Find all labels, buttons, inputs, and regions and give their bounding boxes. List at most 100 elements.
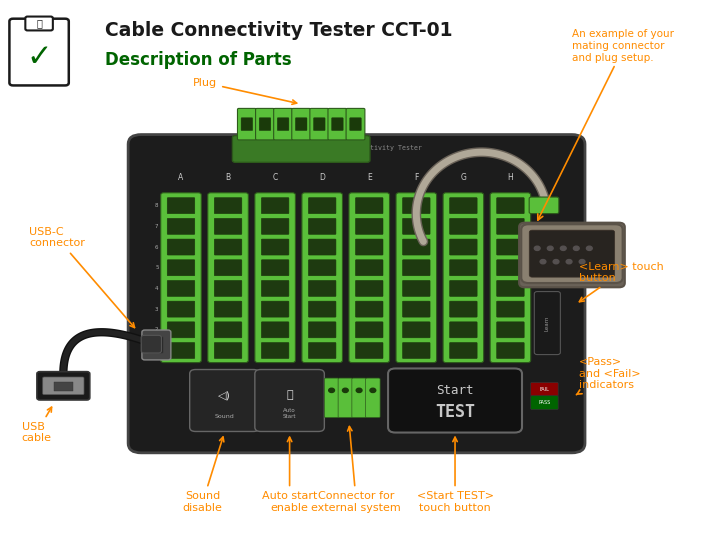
FancyBboxPatch shape	[534, 292, 560, 355]
Text: FAIL: FAIL	[539, 387, 550, 392]
FancyBboxPatch shape	[261, 218, 289, 234]
Text: <Start TEST>
touch button: <Start TEST> touch button	[416, 437, 494, 513]
FancyBboxPatch shape	[167, 301, 195, 317]
FancyBboxPatch shape	[328, 108, 347, 140]
FancyBboxPatch shape	[490, 193, 531, 363]
FancyBboxPatch shape	[352, 378, 366, 418]
Circle shape	[370, 388, 376, 392]
FancyBboxPatch shape	[346, 108, 365, 140]
Text: ✓: ✓	[26, 43, 52, 72]
Circle shape	[356, 388, 362, 392]
FancyBboxPatch shape	[261, 280, 289, 296]
FancyBboxPatch shape	[161, 193, 201, 363]
FancyBboxPatch shape	[261, 198, 289, 214]
Text: 1: 1	[155, 348, 159, 353]
FancyBboxPatch shape	[450, 239, 477, 255]
FancyBboxPatch shape	[497, 301, 524, 317]
FancyBboxPatch shape	[403, 280, 430, 296]
Text: Description of Parts: Description of Parts	[105, 51, 292, 69]
Text: 8: 8	[155, 203, 159, 208]
Text: Plug: Plug	[193, 78, 297, 104]
Text: ◁): ◁)	[218, 390, 231, 400]
FancyBboxPatch shape	[403, 260, 430, 276]
FancyBboxPatch shape	[308, 301, 336, 317]
FancyBboxPatch shape	[450, 218, 477, 234]
FancyBboxPatch shape	[519, 223, 625, 287]
Text: Sound: Sound	[214, 414, 235, 419]
Text: <Pass>
and <Fail>
indicators: <Pass> and <Fail> indicators	[576, 357, 641, 395]
FancyBboxPatch shape	[529, 197, 559, 214]
FancyBboxPatch shape	[141, 335, 161, 353]
FancyBboxPatch shape	[450, 322, 477, 338]
FancyBboxPatch shape	[167, 322, 195, 338]
FancyBboxPatch shape	[308, 239, 336, 255]
FancyBboxPatch shape	[388, 368, 522, 433]
Text: E: E	[367, 172, 371, 182]
Text: A: A	[178, 172, 184, 182]
FancyBboxPatch shape	[529, 230, 615, 277]
FancyBboxPatch shape	[167, 260, 195, 276]
Circle shape	[534, 246, 540, 250]
FancyBboxPatch shape	[355, 322, 383, 338]
FancyBboxPatch shape	[310, 108, 329, 140]
FancyBboxPatch shape	[308, 260, 336, 276]
FancyBboxPatch shape	[403, 239, 430, 255]
FancyBboxPatch shape	[292, 108, 311, 140]
FancyBboxPatch shape	[366, 378, 380, 418]
FancyBboxPatch shape	[450, 260, 477, 276]
FancyBboxPatch shape	[497, 239, 524, 255]
FancyBboxPatch shape	[208, 193, 248, 363]
FancyBboxPatch shape	[261, 239, 289, 255]
FancyBboxPatch shape	[497, 198, 524, 214]
Text: ⏲: ⏲	[286, 390, 293, 400]
FancyBboxPatch shape	[450, 301, 477, 317]
Text: ⏻: ⏻	[36, 19, 42, 28]
Text: H: H	[508, 172, 513, 182]
FancyBboxPatch shape	[261, 322, 289, 338]
Text: 7: 7	[155, 224, 159, 229]
Text: Cable Connectivity Tester CCT-01: Cable Connectivity Tester CCT-01	[105, 21, 452, 40]
Text: G: G	[460, 172, 466, 182]
FancyBboxPatch shape	[232, 136, 370, 162]
FancyBboxPatch shape	[403, 198, 430, 214]
FancyBboxPatch shape	[302, 193, 342, 363]
FancyBboxPatch shape	[54, 382, 72, 391]
Text: TEST: TEST	[435, 403, 475, 421]
FancyBboxPatch shape	[37, 372, 90, 400]
FancyBboxPatch shape	[313, 118, 325, 131]
FancyBboxPatch shape	[497, 322, 524, 338]
FancyBboxPatch shape	[261, 342, 289, 358]
Text: D: D	[319, 172, 325, 182]
Text: Connector for
external system: Connector for external system	[311, 427, 401, 513]
FancyBboxPatch shape	[403, 322, 430, 338]
FancyBboxPatch shape	[497, 342, 524, 358]
FancyBboxPatch shape	[338, 378, 353, 418]
FancyBboxPatch shape	[255, 370, 324, 431]
FancyBboxPatch shape	[43, 377, 84, 395]
Text: USB-C
connector: USB-C connector	[29, 227, 135, 327]
FancyBboxPatch shape	[308, 198, 336, 214]
FancyBboxPatch shape	[349, 193, 390, 363]
FancyBboxPatch shape	[167, 198, 195, 214]
Text: 5: 5	[155, 265, 159, 270]
FancyBboxPatch shape	[355, 342, 383, 358]
Text: Sound
disable: Sound disable	[182, 437, 224, 513]
FancyBboxPatch shape	[167, 280, 195, 296]
Text: Auto
Start: Auto Start	[283, 409, 296, 419]
Text: F: F	[414, 172, 418, 182]
FancyBboxPatch shape	[148, 337, 163, 353]
FancyBboxPatch shape	[355, 280, 383, 296]
FancyBboxPatch shape	[531, 382, 558, 396]
Circle shape	[547, 246, 553, 250]
FancyBboxPatch shape	[214, 322, 242, 338]
Circle shape	[586, 246, 592, 250]
FancyBboxPatch shape	[259, 118, 271, 131]
Circle shape	[540, 260, 546, 264]
FancyBboxPatch shape	[497, 260, 524, 276]
Text: 2: 2	[155, 327, 159, 332]
FancyBboxPatch shape	[443, 193, 484, 363]
FancyBboxPatch shape	[190, 370, 259, 431]
FancyBboxPatch shape	[332, 118, 343, 131]
FancyBboxPatch shape	[355, 301, 383, 317]
FancyBboxPatch shape	[9, 19, 69, 85]
